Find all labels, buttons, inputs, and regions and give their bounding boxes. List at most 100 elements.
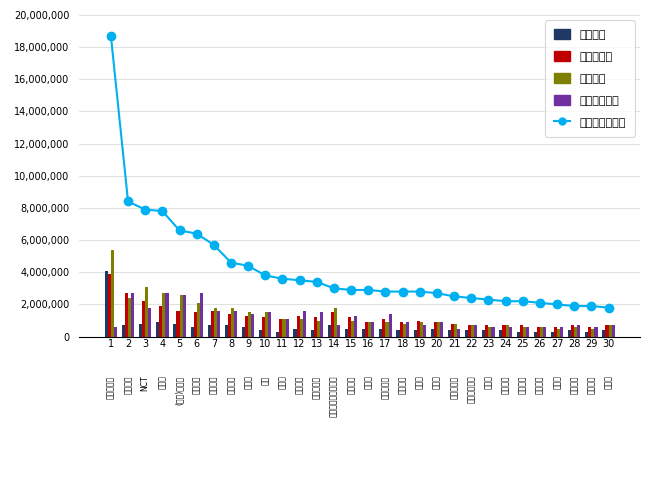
Bar [269,312,271,337]
Bar [148,307,151,337]
Bar [506,325,509,337]
Bar [543,327,546,337]
Bar [416,321,420,337]
Bar [166,293,168,337]
Text: 위클리: 위클리 [432,376,442,390]
Bar [431,329,434,337]
Bar [331,312,334,337]
Text: 수퍼주니어: 수퍼주니어 [381,376,390,398]
Bar [571,325,574,337]
브랜드평판지수 [261,272,269,278]
Bar [159,306,162,337]
Bar [351,321,354,337]
Text: 뉴이스트: 뉴이스트 [518,376,527,394]
Bar [609,325,612,337]
Bar [200,293,203,337]
Bar [523,327,526,337]
Text: 블랙핑크: 블랙핑크 [123,376,133,394]
Bar [454,324,457,337]
Bar [434,322,437,337]
브랜드평판지수 [587,303,595,309]
Bar [225,325,228,337]
Bar [509,327,512,337]
Bar [526,327,529,337]
Bar [211,311,214,337]
Bar [502,325,506,337]
브랜드평판지수 [433,290,441,296]
Text: 몬스타엑스: 몬스타엑스 [312,376,321,398]
Bar [519,325,523,337]
Bar [245,316,248,337]
Bar [485,325,488,337]
Text: 나가수: 나가수 [364,376,373,390]
브랜드평판지수 [450,294,458,299]
Bar [105,271,108,337]
Text: (여자)아이들: (여자)아이들 [175,376,184,404]
Bar [180,295,183,337]
Bar [162,293,166,337]
Bar [248,312,251,337]
Bar [382,319,385,337]
Bar [208,325,211,337]
Bar [420,322,423,337]
Bar [372,322,374,337]
Bar [111,249,114,337]
Bar [139,324,142,337]
브랜드평판지수 [553,301,561,307]
Text: 데보이즈: 데보이즈 [398,376,407,394]
브랜드평판지수 [399,289,407,295]
Bar [234,311,237,337]
브랜드평판지수 [313,279,321,285]
Bar [131,293,134,337]
Bar [114,327,117,337]
브랜드평판지수 [467,295,475,301]
Bar [437,322,440,337]
Text: 강세풀: 강세풀 [415,376,424,390]
Bar [574,327,578,337]
Bar [145,287,148,337]
Bar [385,322,389,337]
Text: NCT: NCT [141,376,150,391]
Bar [286,319,288,337]
Bar [471,325,475,337]
Bar [317,321,320,337]
Bar [578,325,580,337]
브랜드평판지수 [364,287,372,293]
Bar [142,301,145,337]
브랜드평판지수 [416,289,424,295]
브랜드평판지수 [605,304,612,311]
브랜드평판지수 [279,276,286,282]
Bar [448,330,451,337]
Bar [537,327,540,337]
Text: 스텔라: 스텔라 [552,376,562,390]
브랜드평판지수 [141,206,149,212]
브랜드평판지수 [296,277,304,283]
Bar [214,307,217,337]
Bar [125,293,128,337]
브랜드평판지수 [502,298,510,304]
브랜드평판지수 [536,300,544,306]
Bar [265,312,269,337]
Bar [279,319,282,337]
브랜드평판지수 [347,287,355,293]
Text: 투모로우바이투게더: 투모로우바이투게더 [329,376,339,417]
Bar [262,317,265,337]
Text: 샤이니: 샤이니 [604,376,613,390]
Bar [585,332,588,337]
Bar [397,330,399,337]
Bar [595,327,597,337]
Bar [399,322,403,337]
Text: 에스파: 에스파 [278,376,287,390]
Text: 에이프릴: 에이프릴 [570,376,579,394]
Bar [174,324,176,337]
브랜드평판지수 [570,303,578,309]
Bar [368,322,372,337]
Bar [337,325,340,337]
브랜드평판지수 [107,33,115,39]
Bar [259,330,262,337]
브랜드평판지수 [124,198,132,204]
Text: 세븐틴: 세븐틴 [158,376,167,390]
Bar [231,307,234,337]
Text: 오마이걸: 오마이걸 [226,376,236,394]
Bar [457,329,460,337]
